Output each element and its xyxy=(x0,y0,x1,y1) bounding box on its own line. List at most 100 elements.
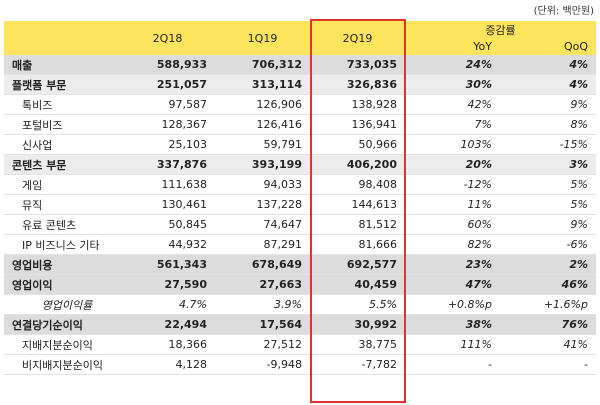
cell: 128,367 xyxy=(120,114,215,135)
row-label: 콘텐츠 부문 xyxy=(4,154,120,175)
cell: +1.6%p xyxy=(500,294,596,315)
table-row: 플랫폼 부문 251,057 313,114 326,836 30% 4% xyxy=(4,74,596,95)
cell: 103% xyxy=(405,134,500,155)
cell: 9% xyxy=(500,214,596,235)
header-blank xyxy=(4,21,120,55)
cell: 38% xyxy=(405,314,500,335)
row-label: 포털비즈 xyxy=(4,114,120,135)
cell: 60% xyxy=(405,214,500,235)
cell: 4.7% xyxy=(120,294,215,315)
cell: 706,312 xyxy=(215,55,310,75)
period-header: 2Q18 xyxy=(120,21,215,55)
cell: 733,035 xyxy=(310,55,405,75)
table-row: 연결당기순이익 22,494 17,564 30,992 38% 76% xyxy=(4,314,596,335)
cell: -9,948 xyxy=(215,354,310,375)
change-header: 증감률 xyxy=(405,21,596,38)
cell: 30% xyxy=(405,74,500,95)
cell: 94,033 xyxy=(215,174,310,195)
table-row: 게임 111,638 94,033 98,408 -12% 5% xyxy=(4,174,596,195)
cell: 4% xyxy=(500,74,596,95)
cell: 18,366 xyxy=(120,334,215,355)
cell: 2% xyxy=(500,254,596,275)
row-label: 게임 xyxy=(4,174,120,195)
table-row: 영업이익률 4.7% 3.9% 5.5% +0.8%p +1.6%p xyxy=(4,294,596,315)
cell: 8% xyxy=(500,114,596,135)
cell: 50,966 xyxy=(310,134,405,155)
cell: 23% xyxy=(405,254,500,275)
cell: 38,775 xyxy=(310,334,405,355)
cell: 42% xyxy=(405,94,500,115)
cell: 111% xyxy=(405,334,500,355)
row-label: 영업이익 xyxy=(4,274,120,295)
cell: - xyxy=(405,354,500,375)
cell: -6% xyxy=(500,234,596,255)
cell: -7,782 xyxy=(310,354,405,375)
cell: 406,200 xyxy=(310,154,405,175)
row-label: 뮤직 xyxy=(4,194,120,215)
cell: 27,663 xyxy=(215,274,310,295)
cell: -15% xyxy=(500,134,596,155)
row-label: 연결당기순이익 xyxy=(4,314,120,335)
row-label: IP 비즈니스 기타 xyxy=(4,234,120,255)
cell: 588,933 xyxy=(120,55,215,75)
cell: 7% xyxy=(405,114,500,135)
table-row: 뮤직 130,461 137,228 144,613 11% 5% xyxy=(4,194,596,215)
cell: 4,128 xyxy=(120,354,215,375)
cell: 81,666 xyxy=(310,234,405,255)
table-body: 매출 588,933 706,312 733,035 24% 4% 플랫폼 부문 251,05… xyxy=(4,55,596,375)
cell: 678,649 xyxy=(215,254,310,275)
row-label: 지배지분순이익 xyxy=(4,334,120,355)
table-row: 매출 588,933 706,312 733,035 24% 4% xyxy=(4,55,596,75)
row-label: 비지배지분순이익 xyxy=(4,354,120,375)
cell: 4% xyxy=(500,55,596,75)
cell: 22,494 xyxy=(120,314,215,335)
cell: 5% xyxy=(500,174,596,195)
cell: 692,577 xyxy=(310,254,405,275)
cell: 337,876 xyxy=(120,154,215,175)
cell: 393,199 xyxy=(215,154,310,175)
cell: 313,114 xyxy=(215,74,310,95)
cell: 59,791 xyxy=(215,134,310,155)
table-row: IP 비즈니스 기타 44,932 87,291 81,666 82% -6% xyxy=(4,234,596,255)
cell: 98,408 xyxy=(310,174,405,195)
cell: 9% xyxy=(500,94,596,115)
cell: 136,941 xyxy=(310,114,405,135)
cell: 326,836 xyxy=(310,74,405,95)
table-row: 유료 콘텐츠 50,845 74,647 81,512 60% 9% xyxy=(4,214,596,235)
cell: 126,906 xyxy=(215,94,310,115)
cell: 126,416 xyxy=(215,114,310,135)
cell: - xyxy=(500,354,596,375)
row-label: 톡비즈 xyxy=(4,94,120,115)
table-row: 톡비즈 97,587 126,906 138,928 42% 9% xyxy=(4,94,596,115)
cell: 561,343 xyxy=(120,254,215,275)
cell: 87,291 xyxy=(215,234,310,255)
table-row: 지배지분순이익 18,366 27,512 38,775 111% 41% xyxy=(4,334,596,355)
cell: 46% xyxy=(500,274,596,295)
cell: 27,512 xyxy=(215,334,310,355)
cell: 11% xyxy=(405,194,500,215)
cell: 130,461 xyxy=(120,194,215,215)
cell: 144,613 xyxy=(310,194,405,215)
cell: 5.5% xyxy=(310,294,405,315)
period-header: 1Q19 xyxy=(215,21,310,55)
cell: 111,638 xyxy=(120,174,215,195)
cell: 47% xyxy=(405,274,500,295)
change-col-header: YoY xyxy=(405,38,500,55)
table-row: 포털비즈 128,367 126,416 136,941 7% 8% xyxy=(4,114,596,135)
cell: 82% xyxy=(405,234,500,255)
row-label: 신사업 xyxy=(4,134,120,155)
cell: 40,459 xyxy=(310,274,405,295)
cell: 74,647 xyxy=(215,214,310,235)
highlight-box xyxy=(310,19,406,403)
cell: 24% xyxy=(405,55,500,75)
cell: +0.8%p xyxy=(405,294,500,315)
row-label: 플랫폼 부문 xyxy=(4,74,120,95)
cell: 76% xyxy=(500,314,596,335)
table-row: 영업이익 27,590 27,663 40,459 47% 46% xyxy=(4,274,596,295)
table-row: 비지배지분순이익 4,128 -9,948 -7,782- - xyxy=(4,354,596,375)
cell: 81,512 xyxy=(310,214,405,235)
financial-table: 2Q18 1Q19 2Q19 증감률 YoY QoQ 매출 588,933 706,… xyxy=(4,21,596,375)
cell: 3.9% xyxy=(215,294,310,315)
cell: 25,103 xyxy=(120,134,215,155)
